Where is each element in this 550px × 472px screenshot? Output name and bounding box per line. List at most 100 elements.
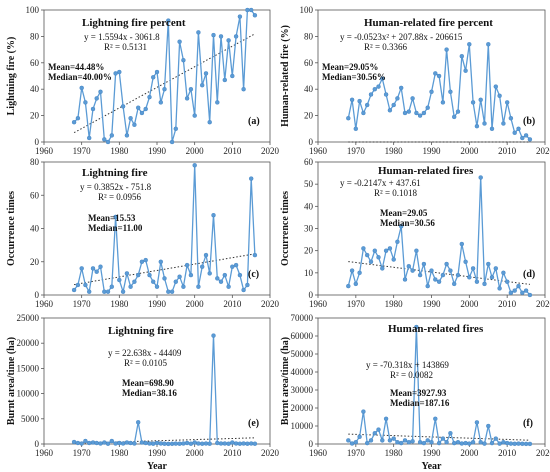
x-tick-label: 1970 xyxy=(73,448,92,458)
data-point xyxy=(474,279,480,284)
data-point xyxy=(501,440,506,445)
data-point xyxy=(512,288,517,293)
data-point xyxy=(376,255,381,260)
data-point xyxy=(357,98,362,104)
data-point xyxy=(150,441,156,446)
data-point xyxy=(383,248,389,253)
x-tick-label: 1970 xyxy=(73,299,92,309)
data-point xyxy=(508,115,514,121)
x-tick-label: 1960 xyxy=(309,448,328,458)
data-point xyxy=(128,284,133,289)
y-tick-label: 20000 xyxy=(17,338,40,348)
data-point xyxy=(497,441,502,446)
data-point xyxy=(196,30,201,35)
data-point xyxy=(173,126,179,132)
data-point xyxy=(237,441,243,446)
data-point xyxy=(391,102,396,108)
data-point xyxy=(211,333,216,338)
data-point xyxy=(75,440,81,446)
data-point xyxy=(478,97,483,103)
data-point xyxy=(395,239,400,245)
data-point xyxy=(520,441,525,446)
x-tick-label: 1990 xyxy=(423,299,442,309)
data-point xyxy=(237,272,243,278)
trend-equation: y = 22.638x - 44409 xyxy=(108,348,182,358)
x-tick-label: 2010 xyxy=(498,299,517,309)
trend-equation: y = -0.0523x² + 207.88x - 206615 xyxy=(340,32,463,42)
data-point xyxy=(203,71,209,76)
trend-r-squared: R² = 0.0956 xyxy=(98,192,142,202)
data-point xyxy=(181,284,186,289)
y-tick-label: 10000 xyxy=(291,421,314,431)
median-label: Median=30.56 xyxy=(380,218,435,228)
trend-r-squared: R² = 0.3366 xyxy=(364,42,408,52)
data-point xyxy=(143,440,148,446)
data-point xyxy=(83,438,88,444)
data-point xyxy=(177,39,182,44)
data-point xyxy=(493,266,498,271)
x-tick-label: 2010 xyxy=(223,448,242,458)
data-point xyxy=(94,96,99,101)
data-point xyxy=(402,438,408,443)
x-tick-label: 2000 xyxy=(186,146,205,156)
data-point xyxy=(98,264,103,269)
data-point xyxy=(414,324,419,330)
data-point xyxy=(117,69,122,75)
data-point xyxy=(147,272,152,278)
y-tick-label: 80 xyxy=(304,31,314,41)
data-point xyxy=(346,438,351,443)
data-point xyxy=(417,113,423,118)
chart-panel-0: 1960 1970 1980 1990 2000 2010 2020 0 20 40 60 80 100… xyxy=(6,5,280,156)
data-point xyxy=(470,440,476,445)
data-point xyxy=(147,94,152,100)
data-point xyxy=(120,441,126,446)
x-tick-label: 1990 xyxy=(423,448,442,458)
x-tick-label: 2020 xyxy=(536,146,550,156)
data-point xyxy=(211,32,216,38)
data-point xyxy=(372,431,377,436)
y-tick-label: 30 xyxy=(304,224,314,234)
data-point xyxy=(414,248,419,253)
data-point xyxy=(199,441,205,446)
data-point xyxy=(459,241,464,247)
x-tick-label: 1970 xyxy=(347,299,366,309)
data-point xyxy=(463,68,468,73)
data-point xyxy=(226,38,231,43)
x-axis-label: Year xyxy=(147,461,168,472)
data-point xyxy=(406,264,411,269)
y-tick-label: 0 xyxy=(35,137,40,147)
data-point xyxy=(147,441,152,446)
mean-label: Mean=15.53 xyxy=(88,213,136,223)
data-point xyxy=(353,440,358,445)
y-tick-label: 0 xyxy=(309,290,314,300)
data-point xyxy=(365,440,370,446)
data-point xyxy=(83,282,88,288)
y-tick-label: 40 xyxy=(30,84,40,94)
data-point xyxy=(436,73,442,79)
data-point xyxy=(402,110,408,116)
data-point xyxy=(132,279,137,284)
data-point xyxy=(470,100,476,105)
data-point xyxy=(455,109,461,114)
data-point xyxy=(406,440,411,445)
data-point xyxy=(128,115,133,121)
median-label: Median=11.00 xyxy=(88,223,143,233)
data-point xyxy=(245,7,250,13)
data-point xyxy=(79,85,84,91)
data-point xyxy=(383,92,389,97)
y-tick-label: 60 xyxy=(30,190,40,200)
data-point xyxy=(436,279,442,284)
chart-panel-5: 1960 1970 1980 1990 2000 2010 2020 0 10000 20000 3… xyxy=(280,313,550,472)
data-point xyxy=(211,212,216,218)
data-point xyxy=(113,214,118,220)
data-point xyxy=(199,82,205,88)
data-point xyxy=(169,441,175,446)
data-point xyxy=(215,440,220,446)
x-tick-label: 1960 xyxy=(35,299,54,309)
mean-label: Mean=44.48% xyxy=(48,62,104,72)
trend-r-squared: R² = 0.0105 xyxy=(124,358,168,368)
data-point xyxy=(196,441,201,446)
plot-frame xyxy=(317,317,546,445)
data-point xyxy=(455,272,461,278)
